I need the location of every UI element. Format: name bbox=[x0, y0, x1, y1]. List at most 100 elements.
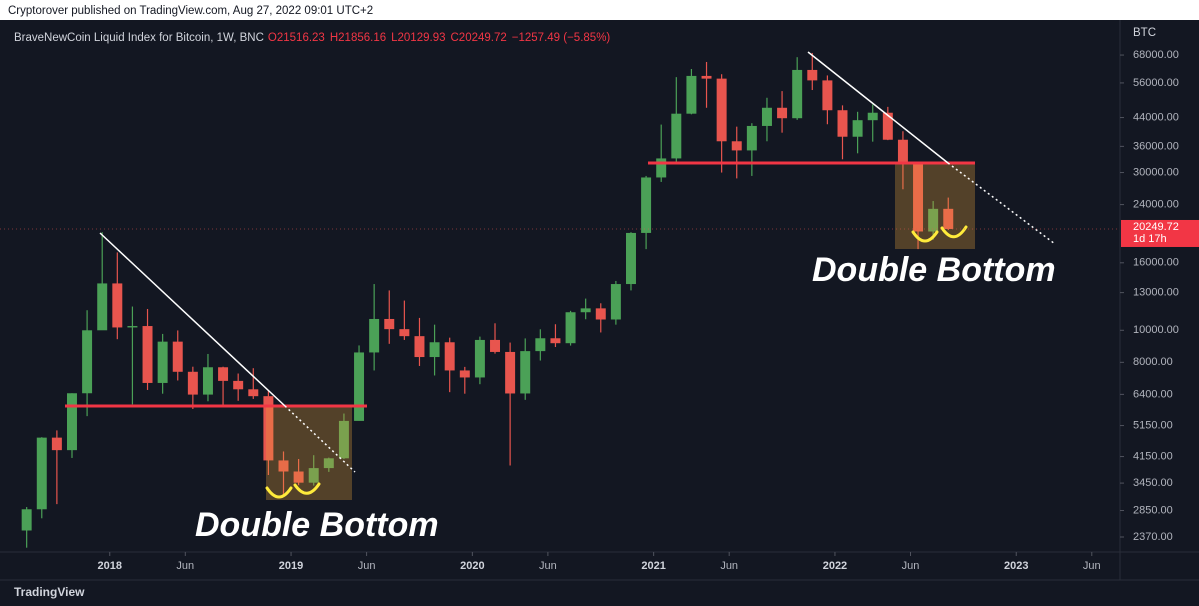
candle-body bbox=[671, 113, 682, 159]
candle-body bbox=[505, 351, 516, 394]
candle-body bbox=[731, 141, 742, 151]
y-tick-label: 44000.00 bbox=[1133, 111, 1179, 123]
y-unit: BTC bbox=[1133, 27, 1156, 39]
ohlc-value: −1257.49 (−5.85%) bbox=[512, 32, 611, 44]
candle-body bbox=[520, 351, 531, 394]
box bbox=[266, 406, 352, 500]
trend-line bbox=[284, 405, 356, 473]
ohlc-value: H21856.16 bbox=[330, 32, 386, 44]
x-tick-label: 2022 bbox=[823, 560, 847, 572]
candle-body bbox=[913, 164, 924, 232]
y-tick-label: 30000.00 bbox=[1133, 166, 1179, 178]
ohlc-value: O21516.23 bbox=[268, 32, 325, 44]
ohlc-value: L20129.93 bbox=[391, 32, 445, 44]
y-tick-label: 8000.00 bbox=[1133, 356, 1173, 368]
y-tick-label: 4150.00 bbox=[1133, 450, 1173, 462]
candle-body bbox=[218, 367, 229, 381]
y-tick-label: 2850.00 bbox=[1133, 504, 1173, 516]
drawings: Double Bottom Double Bottom bbox=[65, 51, 1056, 544]
y-tick-label: 56000.00 bbox=[1133, 77, 1179, 89]
x-tick-label: Jun bbox=[539, 560, 557, 572]
candle-body bbox=[248, 389, 259, 397]
candle-body bbox=[97, 283, 108, 331]
ohlc-value: C20249.72 bbox=[451, 32, 507, 44]
candle-body bbox=[202, 367, 213, 395]
x-tick-label: 2021 bbox=[641, 560, 665, 572]
candle-body bbox=[746, 125, 757, 151]
candle-body bbox=[323, 458, 334, 469]
y-tick-label: 68000.00 bbox=[1133, 49, 1179, 61]
annotation: Double Bottom bbox=[812, 251, 1056, 289]
countdown: 1d 17h bbox=[1133, 233, 1167, 245]
candle-body bbox=[474, 339, 485, 378]
y-tick-label: 13000.00 bbox=[1133, 287, 1179, 299]
x-tick-label: Jun bbox=[358, 560, 376, 572]
candle-body bbox=[686, 75, 697, 114]
candle-body bbox=[21, 509, 32, 531]
bottom-marker bbox=[265, 482, 321, 499]
trend-line bbox=[99, 232, 286, 407]
candle-body bbox=[852, 120, 863, 137]
candle-body bbox=[580, 308, 591, 313]
candle-body bbox=[233, 380, 244, 390]
footer-logo: TradingView bbox=[14, 585, 85, 599]
x-tick-label: 2020 bbox=[460, 560, 484, 572]
x-tick-label: Jun bbox=[176, 560, 194, 572]
candle-body bbox=[837, 110, 848, 137]
candle-body bbox=[82, 330, 93, 394]
candle-body bbox=[308, 468, 319, 483]
candle-body bbox=[701, 75, 712, 79]
candle-body bbox=[550, 338, 561, 344]
x-tick-label: 2019 bbox=[279, 560, 303, 572]
y-tick-label: 3450.00 bbox=[1133, 477, 1173, 489]
candle-body bbox=[641, 177, 652, 233]
candle-body bbox=[897, 139, 908, 165]
trend-line bbox=[947, 162, 1056, 245]
x-tick-label: 2023 bbox=[1004, 560, 1028, 572]
y-tick-label: 10000.00 bbox=[1133, 324, 1179, 336]
candle-body bbox=[67, 393, 77, 451]
candle-body bbox=[293, 471, 304, 483]
candle-body bbox=[807, 69, 818, 81]
candle-body bbox=[610, 284, 621, 320]
candle-body bbox=[928, 208, 939, 232]
publisher-bar bbox=[0, 0, 1199, 20]
candle-body bbox=[444, 342, 455, 371]
candle-body bbox=[278, 460, 289, 472]
candle-body bbox=[535, 338, 546, 352]
annotation: Double Bottom bbox=[195, 506, 439, 544]
candle-body bbox=[338, 420, 349, 459]
candle-body bbox=[112, 283, 123, 328]
candle-body bbox=[656, 158, 667, 178]
y-tick-label: 6400.00 bbox=[1133, 388, 1173, 400]
candle-body bbox=[369, 318, 380, 353]
candle-body bbox=[626, 232, 636, 285]
x-tick-label: 2018 bbox=[98, 560, 122, 572]
candle-body bbox=[36, 437, 47, 510]
y-tick-label: 2370.00 bbox=[1133, 531, 1173, 543]
candle-body bbox=[792, 69, 803, 119]
y-tick-label: 36000.00 bbox=[1133, 140, 1179, 152]
trend-line bbox=[807, 51, 949, 164]
last-price-box bbox=[1121, 219, 1199, 247]
candle-body bbox=[565, 312, 576, 344]
publisher: Cryptorover published on TradingView.com… bbox=[8, 5, 373, 17]
candle-body bbox=[595, 308, 606, 320]
y-tick-label: 16000.00 bbox=[1133, 257, 1179, 269]
chart-title: BraveNewCoin Liquid Index for Bitcoin, 1… bbox=[14, 32, 264, 44]
candle-body bbox=[716, 78, 727, 142]
candle-body bbox=[822, 80, 833, 111]
candle-body bbox=[867, 112, 878, 121]
candle-body bbox=[172, 341, 183, 372]
x-tick-label: Jun bbox=[902, 560, 920, 572]
last-price-label: 20249.72 bbox=[1133, 221, 1179, 233]
candle-body bbox=[459, 370, 470, 378]
y-tick-label: 24000.00 bbox=[1133, 198, 1179, 210]
candle-body bbox=[354, 352, 365, 421]
candle-body bbox=[761, 107, 772, 126]
candle-body bbox=[490, 339, 500, 352]
candle-body bbox=[127, 326, 138, 328]
y-tick-label: 5150.00 bbox=[1133, 419, 1173, 431]
candle-body bbox=[414, 336, 425, 358]
